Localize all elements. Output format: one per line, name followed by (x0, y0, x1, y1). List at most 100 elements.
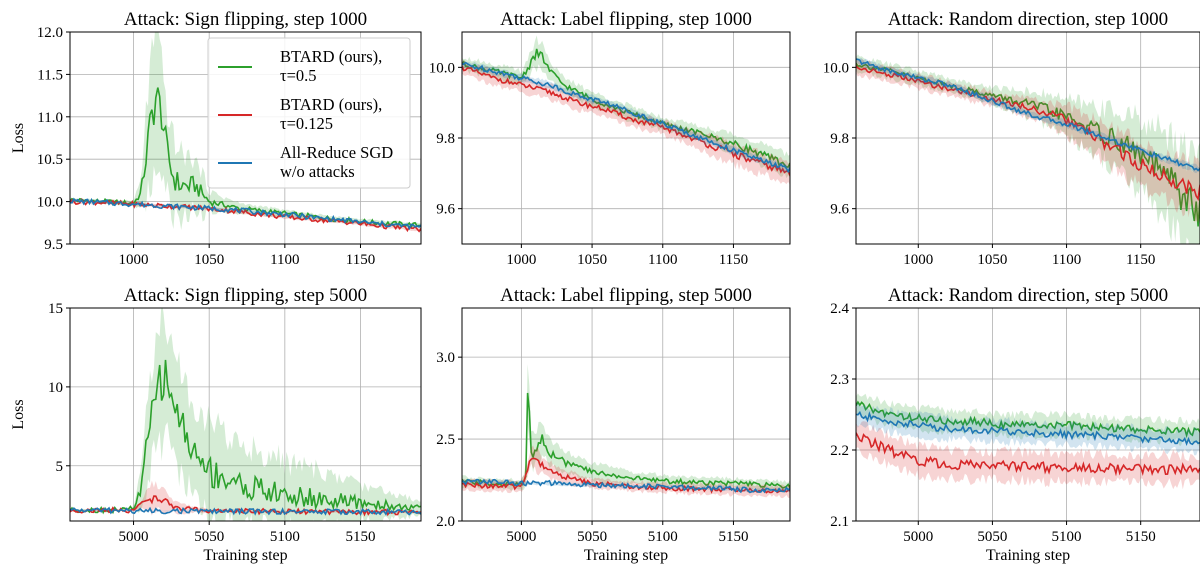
series-band-btard_05 (70, 308, 421, 521)
series-band-btard_05 (462, 364, 790, 494)
x-tick-label: 5050 (977, 529, 1007, 545)
legend-label: BTARD (ours), (280, 95, 382, 114)
series-line-allreduce (856, 410, 1200, 447)
y-tick-label: 9.6 (830, 202, 849, 218)
x-tick-label: 1050 (194, 252, 224, 268)
series-band-btard_0125 (462, 445, 790, 499)
x-tick-label: 5000 (506, 529, 536, 545)
chart-title: Attack: Label flipping, step 1000 (500, 9, 752, 30)
y-tick-label: 3.0 (436, 350, 455, 366)
series-line-btard_05 (462, 392, 790, 489)
x-tick-label: 5100 (270, 529, 300, 545)
axes-frame (69, 307, 422, 522)
y-tick-label: 2.4 (830, 301, 849, 317)
x-axis-label: Training step (584, 547, 668, 564)
x-tick-label: 1050 (977, 252, 1007, 268)
y-tick-label: 9.8 (436, 131, 455, 147)
chart-panel-2: 1000 1050 1100 1150 9.6 9.8 10.0 Attack: Label … (429, 9, 791, 268)
y-tick-label: 10 (48, 380, 63, 396)
y-tick-label: 11.0 (37, 110, 63, 126)
x-tick-label: 5000 (119, 529, 149, 545)
y-tick-label: 2.0 (436, 514, 455, 530)
series-line-btard_05 (856, 400, 1200, 439)
series-band-btard_05 (70, 32, 421, 230)
y-axis-label: Loss (10, 123, 27, 153)
y-tick-label: 2.5 (436, 432, 455, 448)
y-tick-label: 10.0 (37, 195, 63, 211)
series-line-allreduce (856, 58, 1200, 172)
series-line-btard_0125 (70, 197, 421, 233)
y-tick-label: 12.0 (37, 25, 63, 41)
series-band-allreduce (70, 199, 421, 229)
chart-panel-6: 5000 5050 5100 5150 2.1 2.2 2.3 2.4 Attack: Rand… (830, 285, 1200, 564)
y-tick-label: 9.5 (44, 237, 63, 253)
chart-panel-3: 1000 1050 1100 1150 9.6 9.8 10.0 Attack: Random… (823, 9, 1200, 268)
legend-label: τ=0.125 (280, 114, 333, 133)
y-tick-label: 9.6 (436, 202, 455, 218)
x-tick-label: 1100 (648, 252, 677, 268)
legend-box (207, 37, 411, 189)
x-tick-label: 1000 (903, 252, 933, 268)
y-tick-label: 11.5 (37, 67, 63, 83)
series-band-btard_0125 (856, 421, 1200, 490)
x-tick-label: 5050 (194, 529, 224, 545)
y-tick-label: 15 (48, 301, 63, 317)
x-tick-label: 5150 (345, 529, 375, 545)
series-band-allreduce (70, 509, 421, 513)
series-band-btard_0125 (70, 480, 421, 516)
y-tick-label: 10.0 (823, 60, 849, 76)
axes-frame (855, 307, 1200, 522)
x-tick-label: 1000 (119, 252, 149, 268)
x-tick-label: 5050 (577, 529, 607, 545)
series-band-allreduce (856, 57, 1200, 174)
x-axis-label: Training step (203, 547, 287, 564)
x-tick-label: 1100 (270, 252, 299, 268)
chart-panel-4: 5000 5050 5100 5150 5 10 15 Attack: Sign flippi… (10, 285, 422, 564)
series-band-btard_0125 (462, 60, 790, 185)
chart-panel-5: 5000 5050 5100 5150 2.0 2.5 3.0 Attack: Label f… (436, 285, 791, 564)
y-tick-label: 2.1 (830, 514, 849, 530)
x-tick-label: 1100 (1052, 252, 1081, 268)
legend-label: BTARD (ours), (280, 47, 382, 66)
y-tick-label: 2.3 (830, 372, 849, 388)
legend-label: w/o attacks (280, 162, 355, 181)
x-axis-label: Training step (986, 547, 1070, 564)
legend-label: All-Reduce SGD (280, 143, 393, 162)
chart-title: Attack: Random direction, step 1000 (888, 9, 1168, 30)
chart-title: Attack: Sign flipping, step 5000 (124, 285, 367, 306)
series-line-allreduce (462, 478, 790, 494)
x-tick-label: 1150 (719, 252, 748, 268)
x-tick-label: 5150 (718, 529, 748, 545)
chart-title: Attack: Label flipping, step 5000 (500, 285, 752, 306)
y-axis-label: Loss (10, 399, 27, 429)
series-line-btard_0125 (462, 65, 790, 176)
axes-frame (69, 31, 422, 245)
chart-title: Attack: Sign flipping, step 1000 (124, 9, 367, 30)
y-tick-label: 10.5 (37, 152, 63, 168)
y-tick-label: 5 (56, 459, 64, 475)
series-band-btard_0125 (856, 58, 1200, 223)
x-tick-label: 1150 (346, 252, 375, 268)
chart-panel-1: 1000 1050 1100 1150 9.5 10.0 10.5 11.0 11.5 12.0 A… (10, 9, 422, 268)
series-band-btard_05 (462, 35, 790, 179)
x-tick-label: 5100 (1052, 529, 1082, 545)
series-line-allreduce (70, 197, 421, 231)
x-tick-label: 1150 (1126, 252, 1155, 268)
y-tick-label: 9.8 (830, 131, 849, 147)
x-tick-label: 5150 (1126, 529, 1156, 545)
series-band-allreduce (856, 401, 1200, 456)
x-tick-label: 1000 (506, 252, 536, 268)
x-tick-label: 5100 (648, 529, 678, 545)
y-tick-label: 2.2 (830, 443, 849, 459)
x-tick-label: 1050 (577, 252, 607, 268)
series-line-allreduce (70, 506, 421, 517)
series-line-allreduce (462, 61, 790, 174)
y-tick-label: 10.0 (429, 60, 455, 76)
legend-label: τ=0.5 (280, 66, 317, 85)
axes-frame (461, 307, 791, 522)
series-line-btard_0125 (856, 432, 1200, 477)
x-tick-label: 5000 (903, 529, 933, 545)
series-band-btard_05 (856, 393, 1200, 446)
